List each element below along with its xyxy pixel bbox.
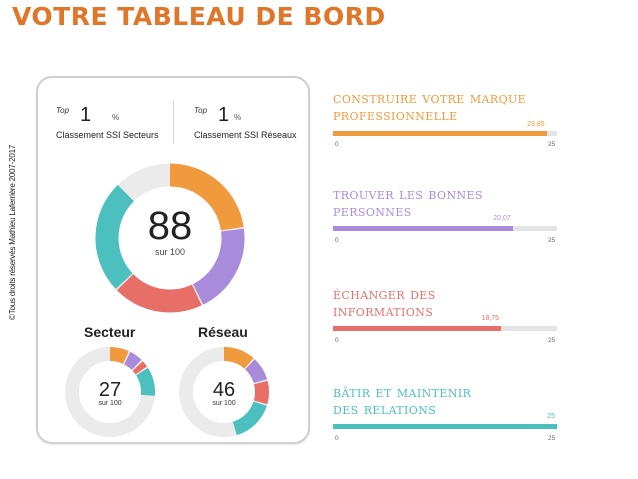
copyright-notice: ©Tous droits réservés Mathieu Laferrière… [8, 144, 17, 320]
rank-networks-top-label: Top [194, 106, 208, 115]
main-donut-segment-red [95, 163, 245, 313]
secteur-sub: sur 100 [98, 400, 122, 407]
metric-exchange-track [333, 326, 557, 331]
secteur-donut-segment-red [65, 347, 155, 437]
reseau-donut [179, 347, 269, 437]
metric-exchange-title: Échanger des informations [333, 285, 436, 320]
metric-exchange: Échanger des informations 18,75 0 25 [333, 286, 623, 348]
main-score-value: 88 [147, 204, 193, 248]
score-card: Top 1 % Classement SSI Secteurs Top 1 % … [36, 76, 310, 444]
metric-brand: Construire votre marque professionnelle … [333, 90, 623, 152]
metric-exchange-value: 18,75 [481, 315, 499, 322]
secteur-donut [65, 347, 155, 437]
secteur-label: Secteur [84, 324, 136, 340]
main-score-sub: sur 100 [154, 247, 186, 257]
metric-people-axis-max: 25 [548, 237, 556, 244]
metric-relations-fill [333, 424, 557, 429]
metric-relations-value: 25 [547, 413, 555, 420]
rank-networks-label: Classement SSI Réseaux [194, 130, 297, 140]
secteur-donut-segment-orange [65, 347, 155, 437]
metric-brand-fill [333, 131, 547, 136]
metric-exchange-axis-max: 25 [548, 337, 556, 344]
reseau-value: 46 [212, 379, 236, 401]
metric-people: Trouver les bonnes personnes 20,07 0 25 [333, 186, 623, 248]
main-donut-segment-orange [95, 163, 245, 313]
metric-brand-title: Construire votre marque professionnelle [333, 89, 527, 124]
metric-people-value: 20,07 [493, 215, 511, 222]
metric-brand-axis-max: 25 [548, 141, 556, 148]
rank-sectors-label: Classement SSI Secteurs [56, 130, 159, 140]
secteur-value: 27 [98, 379, 122, 401]
metric-people-track [333, 226, 557, 231]
metric-brand-track [333, 131, 557, 136]
metric-relations-track [333, 424, 557, 429]
reseau-donut-segment-purple [179, 347, 269, 437]
metric-brand-axis-min: 0 [335, 141, 339, 148]
metric-people-fill [333, 226, 513, 231]
main-score-donut [95, 163, 245, 313]
metric-exchange-fill [333, 326, 501, 331]
metric-brand-value: 23,85 [527, 121, 545, 128]
main-donut-segment-teal [95, 163, 245, 313]
rank-sectors-value: 1 [80, 104, 92, 126]
reseau-sub: sur 100 [212, 400, 236, 407]
metric-relations-title: Bâtir et maintenir des relations [333, 383, 472, 418]
reseau-donut-segment-teal [179, 347, 269, 437]
main-donut-segment-purple [95, 163, 245, 313]
metric-exchange-axis-min: 0 [335, 337, 339, 344]
metric-relations-axis-min: 0 [335, 435, 339, 442]
rank-networks-value: 1 [218, 104, 230, 126]
rank-divider [173, 100, 174, 144]
page-title: VOTRE TABLEAU DE BORD [12, 2, 386, 31]
metric-relations-axis-max: 25 [548, 435, 556, 442]
reseau-donut-segment-orange [179, 347, 269, 437]
rank-networks-unit: % [234, 113, 242, 122]
rank-sectors-unit: % [112, 113, 120, 122]
rank-sectors-top-label: Top [56, 106, 70, 115]
metric-people-axis-min: 0 [335, 237, 339, 244]
metric-people-title: Trouver les bonnes personnes [333, 185, 483, 220]
reseau-label: Réseau [198, 324, 248, 340]
metric-relations: Bâtir et maintenir des relations 25 0 25 [333, 384, 623, 446]
secteur-donut-segment-purple [65, 347, 155, 437]
